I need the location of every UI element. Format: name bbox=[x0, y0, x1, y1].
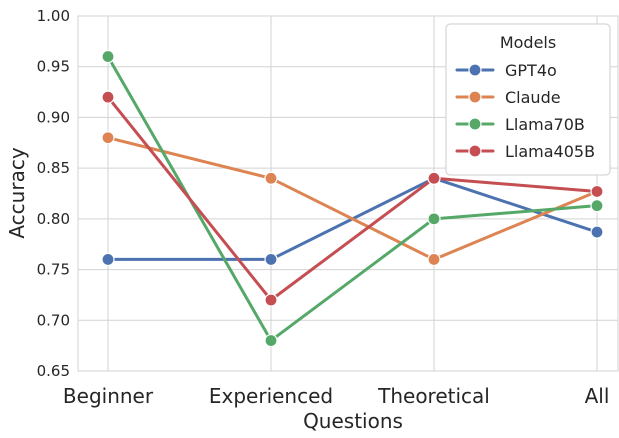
data-point bbox=[427, 252, 441, 267]
y-tick-label: 0.95 bbox=[37, 58, 70, 76]
y-tick-label: 0.65 bbox=[37, 362, 70, 380]
data-point bbox=[101, 49, 115, 64]
legend-label: Claude bbox=[505, 88, 561, 107]
legend: Models GPT4o Claude Llama70B Llama405B bbox=[445, 23, 611, 176]
y-tick-label: 0.80 bbox=[37, 210, 70, 228]
x-tick-label: All bbox=[585, 384, 610, 408]
legend-title: Models bbox=[500, 33, 556, 52]
x-tick-label: Experienced bbox=[209, 384, 333, 408]
data-point bbox=[101, 252, 115, 267]
series-lines bbox=[101, 49, 604, 348]
data-point bbox=[264, 333, 278, 348]
data-point bbox=[590, 225, 604, 239]
y-tick-label: 0.85 bbox=[37, 159, 70, 177]
data-point bbox=[590, 184, 604, 199]
series-llama405b bbox=[101, 90, 604, 307]
data-point bbox=[427, 212, 441, 226]
data-point bbox=[101, 131, 115, 145]
x-axis-label: Questions bbox=[303, 409, 403, 433]
data-point bbox=[590, 199, 604, 213]
x-tick-label: Theoretical bbox=[377, 384, 490, 408]
legend-marker bbox=[468, 90, 482, 104]
data-point bbox=[101, 90, 115, 104]
x-tick-label: Beginner bbox=[63, 384, 154, 408]
legend-box bbox=[445, 23, 611, 176]
legend-marker bbox=[468, 63, 482, 77]
y-axis-label: Accuracy bbox=[5, 147, 29, 238]
series-line bbox=[106, 95, 599, 302]
y-axis-ticks: 0.65 0.70 0.75 0.80 0.85 0.90 0.95 1.00 bbox=[37, 7, 70, 380]
legend-marker bbox=[468, 117, 482, 131]
series-line bbox=[106, 136, 599, 261]
y-tick-label: 1.00 bbox=[37, 7, 70, 25]
legend-items: GPT4o Claude Llama70B Llama405B bbox=[455, 61, 595, 161]
y-tick-label: 0.70 bbox=[37, 311, 70, 329]
data-point bbox=[427, 171, 441, 185]
legend-marker bbox=[468, 144, 482, 158]
legend-label: Llama405B bbox=[505, 142, 595, 161]
y-tick-label: 0.75 bbox=[37, 261, 70, 279]
data-point bbox=[264, 252, 278, 267]
legend-label: GPT4o bbox=[505, 61, 557, 80]
y-tick-label: 0.90 bbox=[37, 108, 70, 126]
legend-label: Llama70B bbox=[505, 115, 585, 134]
data-point bbox=[264, 293, 278, 307]
data-point bbox=[264, 171, 278, 185]
x-axis-ticks: Beginner Experienced Theoretical All bbox=[63, 384, 609, 408]
